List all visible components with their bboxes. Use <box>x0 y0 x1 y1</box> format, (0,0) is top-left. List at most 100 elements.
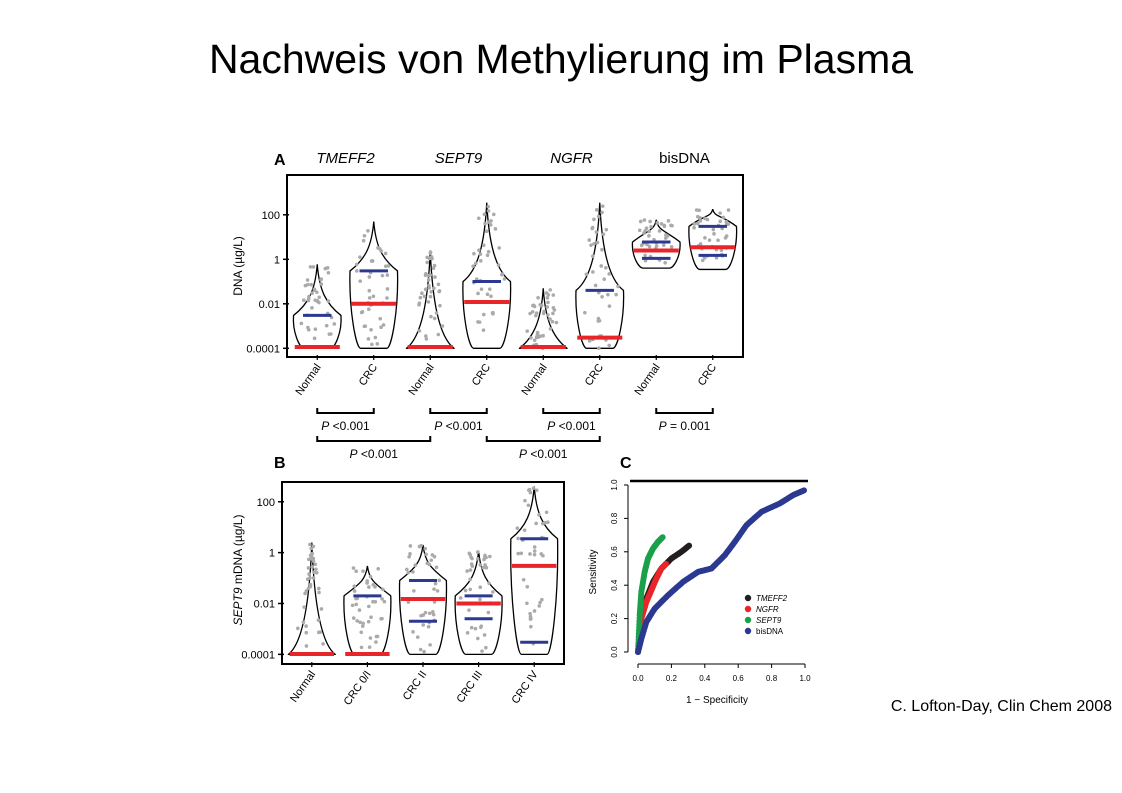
data-point <box>550 319 555 324</box>
data-point <box>375 634 380 639</box>
data-point <box>607 272 611 276</box>
data-point <box>371 599 375 604</box>
data-point <box>525 601 529 606</box>
roc-point <box>659 534 666 541</box>
data-point <box>592 241 596 246</box>
data-point <box>700 258 705 263</box>
data-point <box>306 325 310 330</box>
data-point <box>308 542 312 547</box>
data-point <box>716 238 720 243</box>
panel-c: 1 − Specificity Sensitivity 0.0 0.0 0.2 0.2… <box>588 479 811 706</box>
violin-outline <box>292 264 342 349</box>
c-ytick-label: 1.0 <box>610 479 619 491</box>
data-point <box>385 296 389 300</box>
data-point <box>428 294 433 299</box>
group-label: Normal <box>520 362 550 398</box>
data-point <box>469 625 474 630</box>
data-point <box>486 209 491 213</box>
data-point <box>304 630 309 635</box>
data-point <box>419 543 423 548</box>
data-point <box>351 616 356 620</box>
legend-marker <box>744 594 752 602</box>
data-point <box>305 282 310 287</box>
data-point <box>705 217 710 222</box>
data-point <box>472 251 476 256</box>
group-label: CRC <box>583 362 607 388</box>
data-point <box>488 554 492 559</box>
data-point <box>317 295 321 300</box>
data-point <box>724 220 729 224</box>
data-point <box>475 550 480 554</box>
data-point <box>703 235 707 240</box>
data-point <box>458 596 463 600</box>
panel-c-ylabel: Sensitivity <box>588 549 599 594</box>
data-point <box>467 551 472 556</box>
data-point <box>483 221 487 226</box>
slide-title: Nachweis von Methylierung im Plasma <box>208 36 914 82</box>
data-point <box>427 562 432 567</box>
data-point <box>429 314 433 319</box>
data-point <box>304 624 308 628</box>
data-point <box>380 616 384 621</box>
data-point <box>545 305 549 309</box>
data-point <box>425 260 430 265</box>
group-label: CRC <box>696 362 720 388</box>
p-value-label: P <0.001 <box>547 419 596 433</box>
data-point <box>361 621 365 626</box>
data-point <box>724 234 729 238</box>
data-point <box>319 277 323 282</box>
panel-c-xlabel: 1 − Specificity <box>686 695 748 706</box>
data-point <box>368 574 373 579</box>
panel-a-letter: A <box>274 152 286 169</box>
data-point <box>407 554 411 559</box>
data-point <box>312 570 316 575</box>
data-point <box>642 218 647 222</box>
data-point <box>554 320 559 325</box>
data-point <box>522 528 527 532</box>
data-point <box>532 338 537 343</box>
data-point <box>600 247 604 252</box>
group-label: CRC III <box>455 669 486 705</box>
data-point <box>533 313 538 318</box>
data-point <box>647 234 651 238</box>
data-point <box>437 578 442 583</box>
data-point <box>417 329 422 333</box>
data-point <box>411 630 415 634</box>
data-point <box>361 238 366 243</box>
data-point <box>528 311 532 316</box>
data-point <box>351 566 356 570</box>
data-point <box>551 293 556 297</box>
data-point <box>306 557 311 562</box>
data-point <box>544 291 549 295</box>
legend-label: NGFR <box>756 605 779 614</box>
b-ytick-label: 0.01 <box>254 598 275 610</box>
data-point <box>301 620 306 625</box>
data-point <box>431 612 436 617</box>
b-ytick-label: 1 <box>269 548 275 560</box>
data-point <box>479 259 483 263</box>
group-label: CRC <box>357 362 381 388</box>
data-point <box>692 225 696 230</box>
data-point <box>481 328 486 332</box>
data-point <box>502 277 507 281</box>
data-point <box>525 329 530 333</box>
p-value-label: P <0.001 <box>350 447 399 461</box>
data-point <box>587 238 592 242</box>
data-point <box>478 585 483 590</box>
data-point <box>359 310 364 315</box>
data-point <box>367 645 372 649</box>
data-point <box>358 279 363 283</box>
legend-marker <box>744 605 752 613</box>
data-point <box>306 566 311 570</box>
data-point <box>482 633 487 637</box>
data-point <box>482 212 487 217</box>
data-point <box>308 265 313 269</box>
data-point <box>413 563 418 568</box>
data-point <box>669 244 674 249</box>
data-point <box>529 336 533 340</box>
data-point <box>604 266 608 270</box>
data-point <box>519 551 524 556</box>
data-point <box>484 229 489 234</box>
data-point <box>607 343 611 348</box>
data-point <box>647 229 652 234</box>
